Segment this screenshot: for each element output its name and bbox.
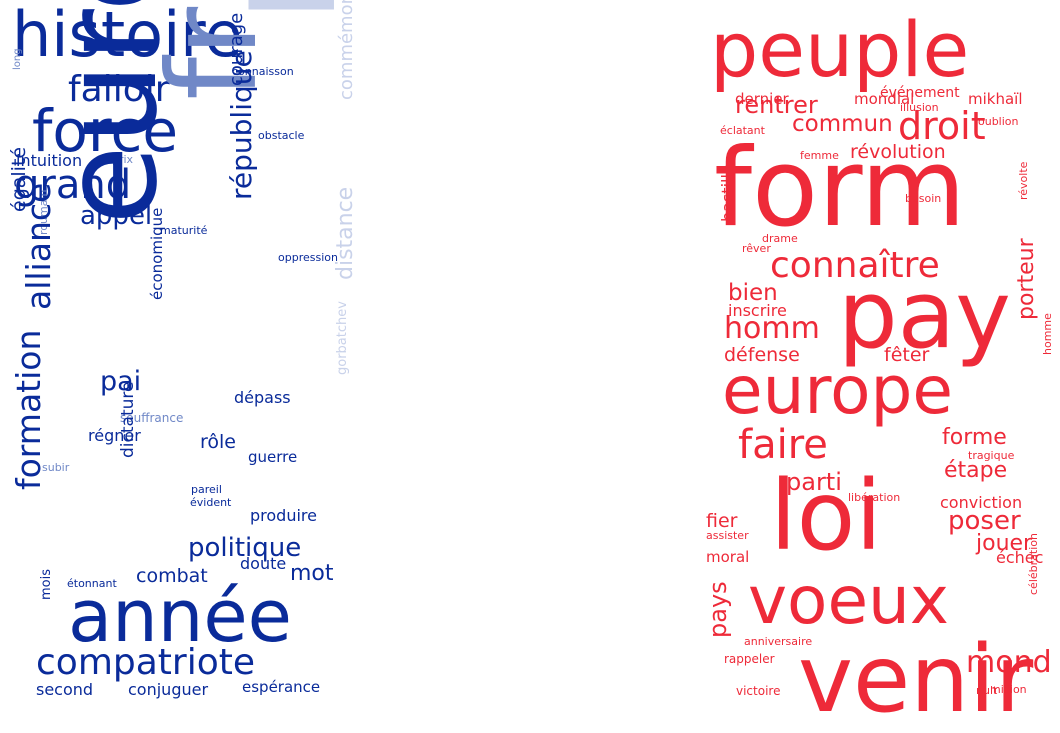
cloud-word: échec xyxy=(996,548,1044,567)
cloud-word: formation xyxy=(9,329,48,490)
cloud-word: homme xyxy=(1041,313,1054,355)
cloud-word: rêver xyxy=(742,242,771,255)
cloud-word: mondial xyxy=(854,90,915,108)
cloud-word: commémorer xyxy=(336,0,357,100)
cloud-word: assister xyxy=(706,529,749,542)
cloud-word: europe xyxy=(722,352,953,429)
cloud-word: form xyxy=(714,126,966,251)
cloud-word: appel xyxy=(80,201,153,231)
cloud-word: événement xyxy=(880,85,960,101)
cloud-word: anniversaire xyxy=(744,635,813,648)
cloud-word: conjuguer xyxy=(128,680,209,699)
cloud-word: produire xyxy=(250,506,317,525)
cloud-word: drame xyxy=(762,232,798,245)
cloud-word: maturité xyxy=(160,224,208,237)
cloud-word: libération xyxy=(848,491,901,504)
cloud-word: dictature xyxy=(118,381,138,458)
cloud-word: oublion xyxy=(978,115,1019,128)
cloud-word: long xyxy=(12,48,23,70)
word-cloud-right: dernier mondial mikhaïl peuple événement illu… xyxy=(700,0,1060,726)
cloud-word: second xyxy=(36,680,94,699)
cloud-word: régner xyxy=(88,426,141,445)
cloud-word: force xyxy=(32,97,179,165)
cloud-word: république xyxy=(225,50,258,200)
cloud-word: défense xyxy=(724,344,800,366)
cloud-word: mond xyxy=(966,645,1052,680)
cloud-word: distance xyxy=(333,186,358,280)
cloud-word: révolte xyxy=(1017,161,1030,200)
cloud-word: bastille xyxy=(718,164,737,222)
cloud-word: combat xyxy=(136,565,208,587)
cloud-word: année xyxy=(68,574,292,658)
cloud-word: pai xyxy=(100,366,142,397)
cloud-word: droit xyxy=(898,104,986,148)
cloud-word: rentrer xyxy=(735,91,818,119)
cloud-word: falloir xyxy=(68,69,170,110)
cloud-word: subir xyxy=(42,461,70,474)
cloud-word: oppression xyxy=(278,251,338,264)
cloud-word: inscrire xyxy=(728,301,787,320)
cloud-word: million xyxy=(990,683,1027,696)
cloud-word: loi xyxy=(770,460,883,572)
cloud-word: intuition xyxy=(16,151,83,170)
cloud-word: moral xyxy=(706,548,750,566)
cloud-word: peuple xyxy=(710,5,970,94)
cloud-word: illusion xyxy=(900,101,939,114)
cloud-word: poser xyxy=(948,506,1021,536)
cloud-word: fier xyxy=(706,510,738,532)
cloud-word: dépass xyxy=(234,388,291,407)
cloud-word: espérance xyxy=(242,678,321,696)
cloud-word: révolution xyxy=(850,141,946,163)
cloud-word: gorbatchev xyxy=(335,301,350,375)
cloud-word: tragique xyxy=(968,449,1015,462)
cloud-word: mois xyxy=(39,568,54,600)
cloud-word: faire xyxy=(738,422,828,468)
cloud-word: pareil xyxy=(191,483,222,496)
cloud-word: parti xyxy=(786,468,842,496)
cloud-word: pay xyxy=(838,261,1011,370)
cloud-word: compatriote xyxy=(36,642,256,683)
cloud-word: voeux xyxy=(748,562,949,639)
cloud-word: obstacle xyxy=(258,129,305,142)
cloud-word: venir xyxy=(798,625,1034,733)
cloud-word: alliance xyxy=(19,182,58,310)
cloud-word: rappeler xyxy=(724,652,775,666)
cloud-word: étape xyxy=(944,458,1008,483)
word-cloud-left: histoire falloir force grand appel intuition p… xyxy=(0,0,361,713)
cloud-word: économique xyxy=(148,207,166,300)
cloud-word: politique xyxy=(188,533,302,563)
cloud-word: conviction xyxy=(940,493,1023,512)
cloud-word: prix xyxy=(112,153,134,166)
cloud-word: rôle xyxy=(200,431,236,453)
cloud-word: porteur xyxy=(1014,238,1039,320)
cloud-word: souffrance xyxy=(120,411,184,425)
cloud-word: évident xyxy=(190,496,232,509)
cloud-word: connaître xyxy=(770,245,940,286)
cloud-word: connaisson xyxy=(232,65,294,78)
cloud-word: forme xyxy=(942,425,1007,450)
cloud-word: victoire xyxy=(736,684,781,698)
cloud-word: nuit xyxy=(976,684,998,697)
cloud-word: grand xyxy=(14,162,132,208)
cloud-word: femme xyxy=(800,149,839,162)
cloud-word: commun xyxy=(792,111,893,137)
cloud-word: mot xyxy=(290,561,334,586)
cloud-word: célébration xyxy=(1027,533,1040,595)
cloud-word: dernier xyxy=(735,90,789,108)
cloud-word: fêter xyxy=(884,344,930,366)
cloud-word: éclatant xyxy=(720,124,765,137)
cloud-word: bien xyxy=(728,280,778,306)
cloud-word: histoire xyxy=(12,0,243,71)
cloud-word: besoin xyxy=(905,192,942,205)
cloud-word: mikhaïl xyxy=(968,90,1023,108)
cloud-word: doute xyxy=(240,554,287,573)
cloud-word: étonnant xyxy=(67,577,117,590)
cloud-word: jouer xyxy=(976,531,1033,556)
cloud-word: guerre xyxy=(248,448,298,466)
cloud-word: pays xyxy=(704,581,732,638)
cloud-word: homm xyxy=(724,311,820,346)
